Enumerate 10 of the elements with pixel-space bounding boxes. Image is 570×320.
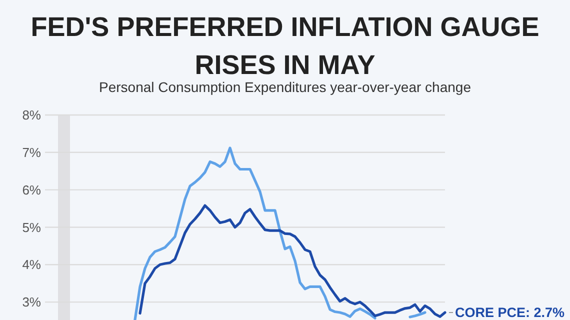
chart-subtitle: Personal Consumption Expenditures year-over-year change [99, 79, 472, 95]
y-tick-label: 8% [22, 108, 42, 123]
y-tick-label: 7% [22, 144, 42, 160]
y-tick-label: 6% [22, 182, 42, 198]
y-tick-label: 5% [22, 220, 42, 235]
y-tick-label: 3% [22, 294, 42, 310]
line-series [138, 204, 446, 318]
y-tick-label: 4% [22, 257, 42, 272]
chart-title: FED'S PREFERRED INFLATION GAUGE RISES IN MAY [30, 12, 540, 80]
text: CORE PCE: 2.7% [455, 305, 565, 320]
